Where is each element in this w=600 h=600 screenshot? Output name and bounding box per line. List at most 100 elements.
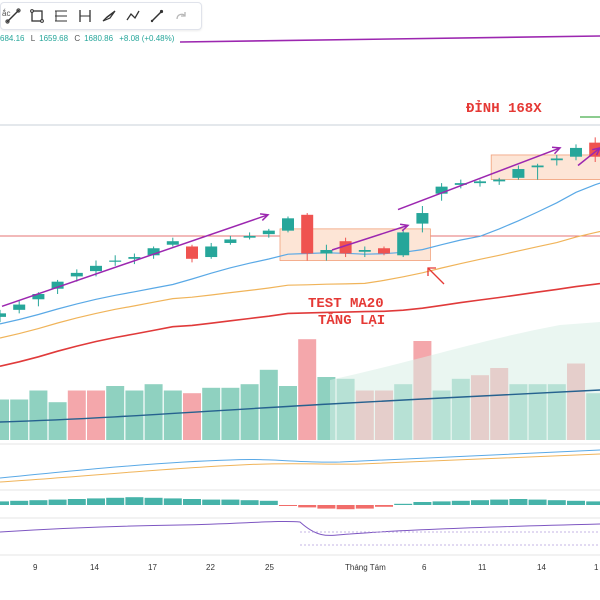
test-ma20-annotation: TEST MA20	[308, 296, 384, 312]
candle	[474, 179, 486, 187]
candle-body	[262, 230, 275, 235]
candle-body	[128, 257, 141, 259]
candle-body	[454, 183, 467, 185]
rectangle-tool[interactable]	[25, 4, 49, 28]
macd-histogram-bar	[144, 497, 163, 505]
candle	[13, 301, 26, 314]
volume-bar	[221, 387, 240, 440]
volume-bar	[48, 402, 67, 440]
pen-icon	[150, 9, 164, 23]
trend-line-tool[interactable]	[1, 4, 25, 28]
candle	[416, 206, 429, 233]
ma-slow-line	[0, 282, 600, 367]
macd-histogram-bar	[48, 499, 67, 505]
volume-bar	[67, 390, 86, 440]
candle-body	[301, 214, 314, 254]
candle-body	[531, 165, 544, 168]
x-tick-label: 9	[33, 563, 38, 572]
candle	[397, 228, 410, 258]
pen-tool[interactable]	[145, 4, 169, 28]
candle	[186, 244, 198, 263]
macd-histogram-bar	[87, 498, 105, 505]
candle	[454, 179, 467, 189]
macd-histogram-bar	[163, 498, 182, 505]
x-tick-label: 11	[478, 563, 487, 572]
candle	[128, 253, 141, 265]
x-tick-label: 25	[265, 563, 274, 572]
candle-body	[282, 218, 294, 231]
tang-lai-annotation: TĂNG LẠI	[318, 311, 385, 329]
macd-histogram-bar	[221, 499, 240, 505]
x-tick-label: 14	[537, 563, 546, 572]
drawing-toolbar	[0, 2, 202, 30]
candle	[147, 246, 160, 259]
brush-tool[interactable]	[97, 4, 121, 28]
arrow-shaft	[1, 214, 269, 308]
redo-icon	[176, 12, 186, 20]
candle	[550, 154, 563, 166]
candle-body	[90, 265, 102, 272]
volume-bar	[240, 384, 259, 440]
macd-histogram-bar	[298, 505, 317, 508]
candle-body	[570, 147, 582, 157]
date-range-tool[interactable]	[73, 4, 97, 28]
candle-body	[416, 213, 429, 224]
candle-body	[378, 248, 390, 254]
volume-bar	[87, 390, 105, 440]
ohlc-low: 1659.68	[39, 34, 69, 43]
volume-bar	[298, 339, 317, 440]
candle-body	[550, 158, 563, 161]
candle	[205, 242, 218, 259]
macd-histogram-bar	[240, 500, 259, 505]
volume-ma-cloud	[330, 322, 600, 440]
candle-body	[320, 250, 333, 254]
macd-histogram-bar	[375, 505, 393, 507]
candle	[320, 244, 333, 261]
fib-tool[interactable]	[49, 4, 73, 28]
candle	[166, 237, 179, 247]
trend-line-icon	[5, 8, 21, 24]
candle-body	[205, 246, 218, 258]
volume-bar	[279, 386, 297, 440]
volume-bar	[202, 387, 221, 440]
macd-histogram-bar	[528, 499, 547, 505]
macd-histogram-bar	[547, 500, 566, 505]
candle-body	[435, 186, 448, 194]
arrow-head	[399, 223, 410, 232]
macd-histogram-bar	[451, 500, 470, 505]
macd-histogram-bar	[490, 499, 509, 505]
volume-average-line	[0, 389, 600, 423]
candle	[358, 246, 371, 258]
date-price-range-icon	[79, 10, 91, 22]
volume-bar	[0, 399, 9, 440]
redo-tool[interactable]	[169, 4, 193, 28]
macd-histogram-bar	[29, 500, 48, 505]
candle	[512, 165, 525, 180]
macd-line	[0, 449, 600, 479]
candle-body	[70, 272, 83, 277]
macd-histogram-bar	[336, 505, 355, 510]
volume-bar	[259, 369, 278, 440]
ohlc-open: 684.16	[0, 34, 25, 43]
volume-bar	[10, 399, 29, 440]
macd-histogram-bar	[432, 501, 451, 505]
uptrend-arrow	[577, 147, 600, 167]
candle-body	[493, 179, 506, 182]
volume-bar	[163, 390, 182, 440]
volume-bar	[144, 384, 163, 440]
macd-histogram-bar	[317, 505, 336, 509]
candle-body	[512, 169, 525, 178]
pointer-head	[427, 267, 436, 276]
path-tool[interactable]	[121, 4, 145, 28]
long-trend-line[interactable]	[179, 35, 600, 43]
macd-histogram-bar	[413, 502, 432, 505]
ohlc-legend: 684.16 L 1659.68 C 1680.86 +8.08 (+0.48%)	[0, 34, 178, 43]
macd-histogram-bar	[279, 505, 297, 506]
arrow-shaft	[397, 147, 561, 211]
rsi-line	[0, 520, 600, 536]
arrow-head	[592, 147, 600, 156]
candle	[70, 269, 83, 282]
peak-annotation: ĐỈNH 168X	[466, 99, 542, 117]
macd-histogram-bar	[567, 500, 585, 505]
